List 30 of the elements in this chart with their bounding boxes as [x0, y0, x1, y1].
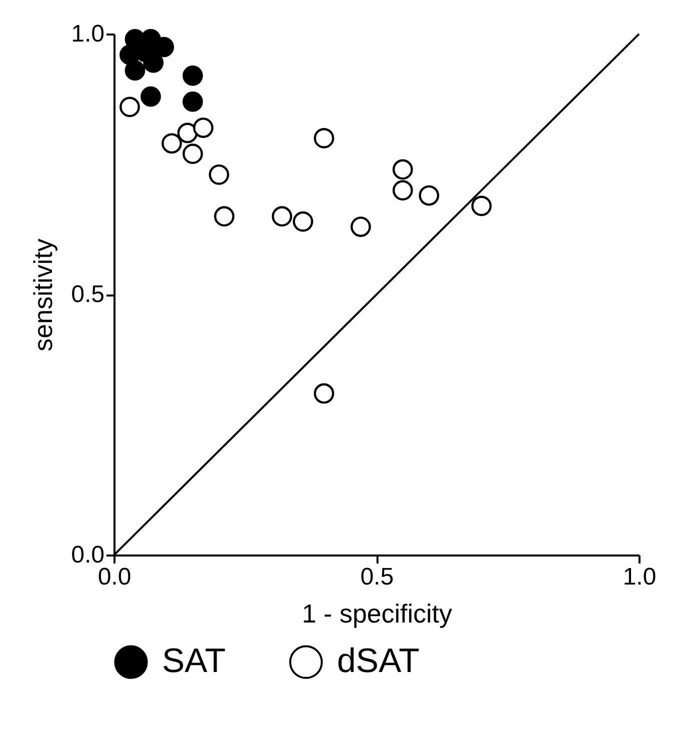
point: [177, 122, 198, 144]
point: [154, 36, 174, 58]
point: [120, 96, 140, 118]
point: [182, 66, 203, 86]
point: [272, 206, 292, 227]
point: [214, 206, 234, 227]
point: [208, 164, 230, 185]
point: [392, 180, 413, 200]
point: [471, 196, 492, 216]
x-tick-label: 0.5: [360, 564, 394, 590]
point: [124, 60, 146, 81]
y-axis-title: sensitivity: [28, 238, 58, 352]
x-axis-title: 1 - specificity: [302, 598, 452, 628]
point: [140, 86, 161, 107]
point: [182, 144, 203, 164]
point: [292, 211, 314, 232]
point: [350, 216, 371, 237]
point: [193, 118, 214, 138]
point: [418, 185, 440, 206]
point: [314, 128, 334, 148]
point: [182, 92, 203, 112]
point: [314, 383, 334, 404]
legend-label: dSAT: [337, 642, 420, 680]
y-tick-label: 1.0: [71, 20, 104, 48]
y-tick-label: 0.5: [71, 281, 104, 308]
point: [392, 159, 413, 180]
legend-label: SAT: [162, 642, 226, 680]
point: [162, 133, 182, 154]
point: [143, 52, 164, 73]
x-tick-label: 1.0: [622, 564, 656, 590]
